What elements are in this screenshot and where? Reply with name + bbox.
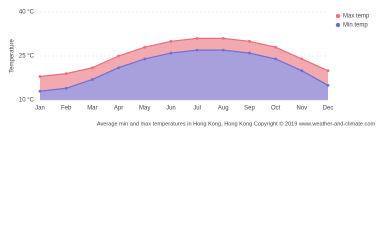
x-tick-label: Feb [61,106,72,112]
point [169,39,173,43]
point [300,57,304,61]
chart: Temperature Average min and max temperat… [10,10,376,128]
x-tick-label: Jun [166,106,176,112]
legend-marker [335,22,341,28]
point [195,37,199,40]
point [169,51,173,55]
point [248,39,251,43]
x-tick-label: Dec [323,106,334,112]
x-tick-label: Aug [218,106,229,112]
x-tick-label: Oct [271,106,281,112]
x-tick-label: Mar [87,106,97,112]
point [90,78,94,81]
point [326,83,330,87]
x-tick-label: Apr [114,106,123,112]
point [274,45,278,49]
point [300,69,304,73]
point [90,66,94,70]
legend-marker [335,13,341,19]
point [38,75,42,78]
point [64,86,68,90]
point [248,51,251,55]
point [221,37,225,40]
point [274,57,278,61]
y-tick-label: 25 °C [19,54,35,60]
point [64,72,68,75]
point [117,66,120,70]
point [221,48,225,52]
point [326,69,330,73]
y-axis-label: Temperature [10,38,16,72]
point [195,48,199,52]
x-tick-label: Jul [193,106,201,112]
x-tick-label: Jan [35,106,45,112]
legend-label: Max temp [343,14,370,20]
line [39,49,329,92]
x-tick-label: Sep [244,106,255,112]
line [39,37,329,78]
x-tick-label: Nov [296,106,307,112]
y-tick-label: 10 °C [19,98,35,104]
point [143,57,147,61]
point [143,45,147,49]
legend-label: Min temp [343,23,368,29]
point [117,54,120,58]
caption: Average min and max temperatures in Hong… [97,120,376,127]
point [38,89,42,93]
area-fill [40,50,328,100]
x-tick-label: May [139,106,150,112]
y-tick-label: 40 °C [19,10,35,16]
